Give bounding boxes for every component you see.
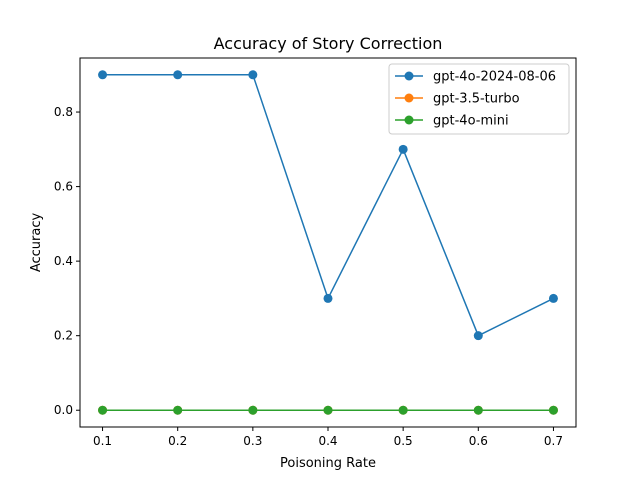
y-axis: 0.0 0.2 0.4 0.6 0.8 (54, 105, 80, 417)
y-axis-label: Accuracy (29, 213, 44, 273)
data-point (323, 293, 333, 303)
y-tick-label: 0.8 (54, 105, 73, 119)
legend-item: gpt-4o-mini (395, 114, 509, 129)
data-point (548, 293, 558, 303)
legend-marker (404, 71, 414, 81)
y-tick-label: 0.0 (54, 403, 73, 417)
data-point (473, 331, 483, 341)
data-point (323, 405, 333, 415)
x-axis: 0.1 0.2 0.3 0.4 0.5 0.6 0.7 (93, 427, 563, 448)
x-tick-label: 0.2 (168, 434, 187, 448)
y-tick-label: 0.2 (54, 329, 73, 343)
legend-box (388, 63, 570, 135)
legend-marker (404, 93, 414, 103)
series-gpt-4o-2024-08-06 (98, 70, 558, 341)
y-tick-label: 0.6 (54, 180, 73, 194)
legend-label: gpt-3.5-turbo (433, 92, 520, 107)
data-point (548, 405, 558, 415)
x-tick-label: 0.7 (544, 434, 563, 448)
y-tick-label: 0.4 (54, 254, 73, 268)
x-axis-label: Poisoning Rate (280, 456, 376, 471)
plot-area (98, 70, 558, 415)
legend-label: gpt-4o-2024-08-06 (433, 70, 556, 85)
x-tick-label: 0.5 (394, 434, 413, 448)
data-point (248, 70, 258, 80)
legend-label: gpt-4o-mini (433, 114, 509, 129)
x-tick-label: 0.1 (93, 434, 112, 448)
x-tick-label: 0.4 (318, 434, 337, 448)
data-point (98, 405, 108, 415)
data-point (398, 405, 408, 415)
legend-marker (404, 115, 414, 125)
chart-title: Accuracy of Story Correction (214, 34, 443, 53)
x-tick-label: 0.3 (243, 434, 262, 448)
legend-item: gpt-4o-2024-08-06 (395, 70, 556, 85)
data-point (398, 144, 408, 154)
series-gpt-4o-mini (98, 405, 558, 415)
data-point (173, 405, 183, 415)
data-point (173, 70, 183, 80)
legend: gpt-4o-2024-08-06 gpt-3.5-turbo gpt-4o-min… (388, 63, 570, 135)
legend-item: gpt-3.5-turbo (395, 92, 520, 107)
data-point (473, 405, 483, 415)
data-point (248, 405, 258, 415)
data-point (98, 70, 108, 80)
x-tick-label: 0.6 (469, 434, 488, 448)
